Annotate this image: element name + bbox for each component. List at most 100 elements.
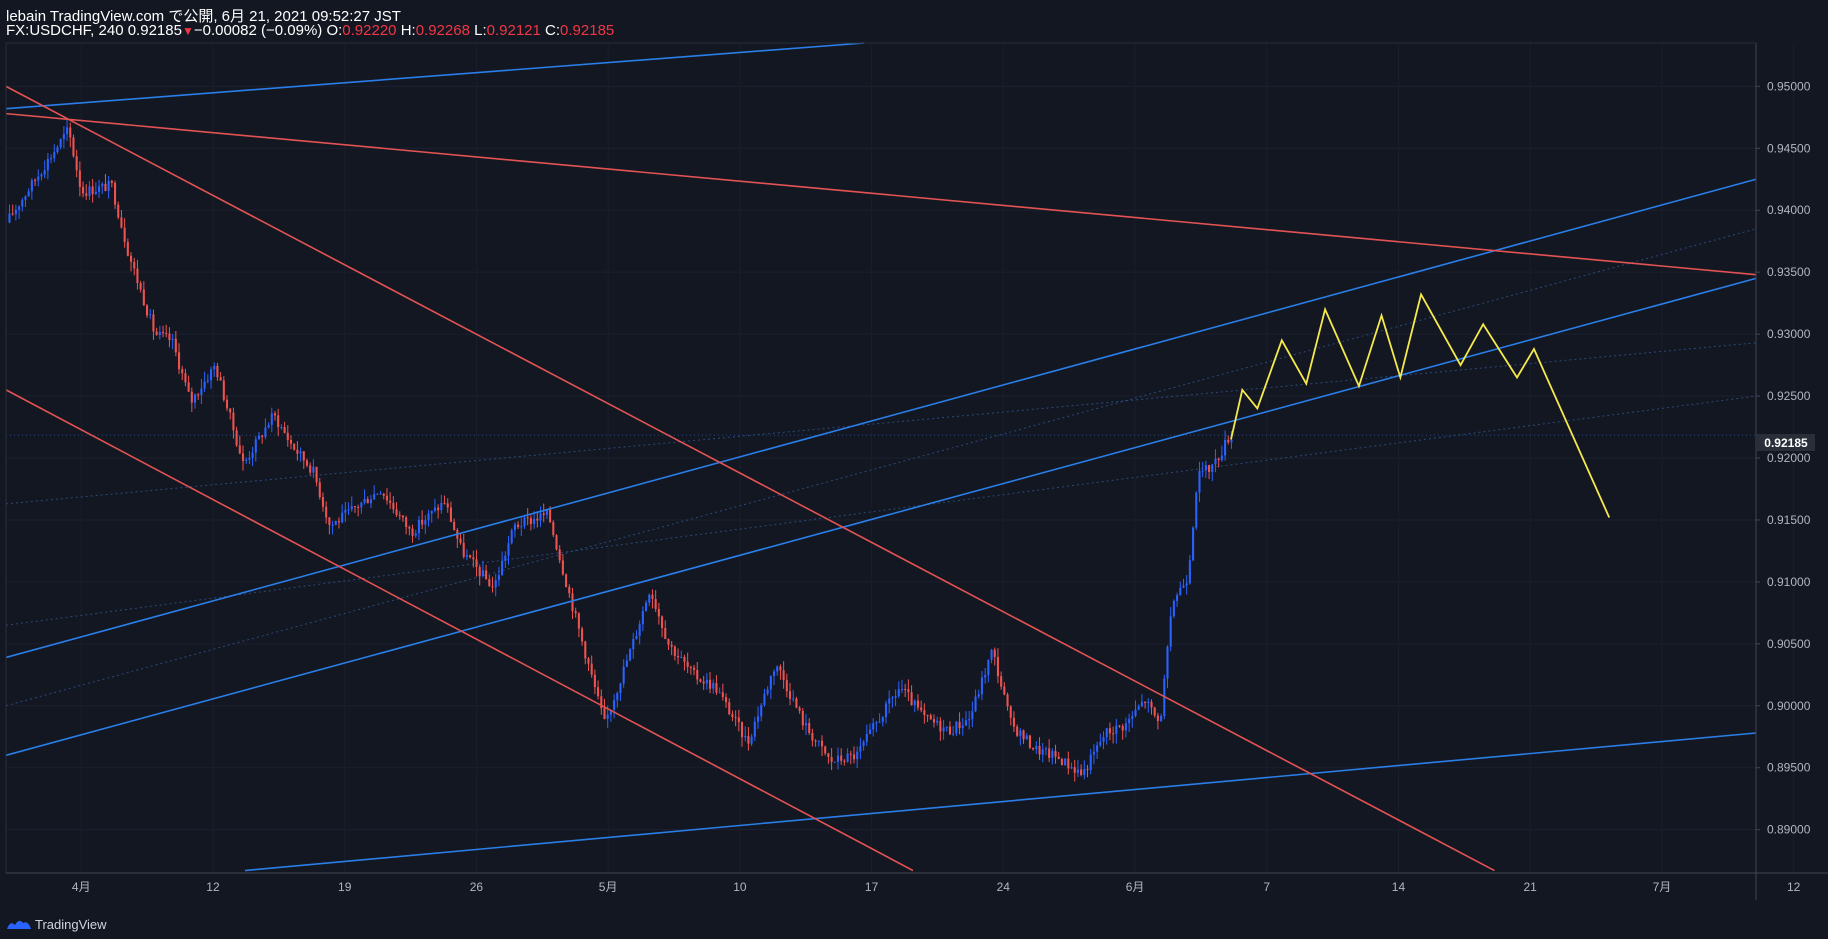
candle-body (1144, 701, 1147, 703)
candle-body (478, 567, 481, 576)
candle-body (302, 451, 305, 461)
time-tick-label: 5月 (599, 880, 618, 894)
candle-body (772, 671, 776, 677)
candle-body (961, 725, 964, 729)
candle-body (840, 755, 843, 761)
candle-body (1128, 718, 1131, 724)
candle-body (1076, 769, 1079, 773)
candle-body (603, 708, 606, 719)
tradingview-brand[interactable]: TradingView (35, 916, 107, 932)
price-tick-label: 0.91500 (1767, 513, 1811, 527)
candle-body (571, 593, 574, 612)
candle-body (222, 380, 225, 400)
candle-body (1073, 767, 1076, 773)
candle-body (1064, 758, 1067, 766)
candle-body (574, 611, 577, 614)
candle-body (1137, 706, 1140, 710)
time-axis[interactable]: 4月1219265月1017246月714217月121926 (72, 880, 1828, 894)
blue-trendline[interactable] (244, 732, 1757, 872)
blue-trendline[interactable] (5, 42, 865, 110)
candle-body (235, 430, 238, 446)
red-trendline[interactable] (5, 389, 914, 872)
candle-body (926, 715, 929, 717)
candle-body (120, 217, 123, 228)
candle-body (948, 726, 952, 735)
candle-body (82, 186, 85, 194)
candle-body (437, 507, 440, 511)
price-tick-label: 0.94500 (1767, 141, 1811, 155)
candle-body (987, 659, 990, 676)
candle-body (1201, 470, 1204, 472)
candle-body (539, 513, 542, 521)
candle-body (286, 432, 289, 440)
candle-body (136, 268, 139, 283)
candle-body (321, 497, 325, 507)
candle-body (1019, 730, 1022, 736)
candle-body (632, 638, 635, 650)
price-axis[interactable]: 0.95000 0.94500 0.94000 0.93500 0.93000 0.925… (1756, 79, 1811, 837)
candle-body (389, 500, 392, 503)
candle-body (168, 333, 171, 341)
last-price-marker: 0.92185 (1757, 434, 1815, 451)
candle-body (638, 624, 641, 636)
candle-body (1000, 676, 1003, 687)
candle-body (245, 459, 248, 461)
candle-body (625, 660, 628, 667)
price-tick-label: 0.89500 (1767, 761, 1811, 775)
last-price: 0.92185 (127, 22, 182, 39)
blue-trendline[interactable] (5, 178, 1757, 659)
candle-body (152, 314, 155, 332)
candle-body (1121, 726, 1124, 731)
candle-body (328, 517, 331, 525)
candle-body (353, 506, 357, 508)
candle-body (491, 586, 494, 588)
time-tick-label: 26 (470, 880, 484, 894)
candle-body (1089, 754, 1092, 771)
candle-body (369, 499, 372, 504)
close-value: 0.92185 (560, 22, 615, 39)
candle-body (91, 186, 94, 195)
candle-body (337, 521, 341, 523)
candle-body (859, 746, 862, 752)
candle-body (43, 170, 46, 175)
tradingview-logo-icon[interactable] (6, 916, 32, 932)
candle-body (804, 723, 808, 726)
candle-body (980, 677, 983, 695)
candle-body (974, 696, 977, 712)
red-trendline[interactable] (5, 112, 1757, 276)
candle-body (705, 679, 708, 684)
candle-body (523, 517, 526, 527)
candle-body (200, 388, 203, 396)
candle-body (843, 760, 846, 762)
candle-body (110, 180, 113, 183)
candle-body (289, 439, 293, 444)
candle-body (507, 543, 510, 556)
candle-body (139, 282, 142, 290)
candle-body (689, 666, 692, 668)
candle-body (814, 740, 817, 742)
candle-body (609, 709, 612, 715)
projection-polyline[interactable] (1230, 292, 1611, 518)
candle-body (737, 717, 740, 723)
candle-body (728, 702, 731, 715)
candle-body (104, 183, 107, 191)
candle-body (197, 394, 200, 396)
candle-body (331, 524, 334, 526)
candle-body (206, 380, 209, 382)
time-tick-label: 14 (1392, 880, 1406, 894)
price-tick-label: 0.93500 (1767, 265, 1811, 279)
candle-body (392, 502, 395, 510)
symbol-label[interactable]: FX:USDCHF, 240 (6, 22, 124, 39)
candle-body (133, 261, 136, 269)
candle-body (1099, 741, 1102, 746)
candle-body (430, 510, 433, 514)
candle-body (798, 707, 801, 711)
candle-body (910, 692, 913, 706)
red-trendline[interactable] (5, 85, 1495, 872)
price-tick-label: 0.90500 (1767, 637, 1811, 651)
candle-body (865, 734, 868, 742)
candle-body (123, 227, 126, 242)
candle-body (664, 628, 667, 639)
price-tick-label: 0.94000 (1767, 203, 1811, 217)
